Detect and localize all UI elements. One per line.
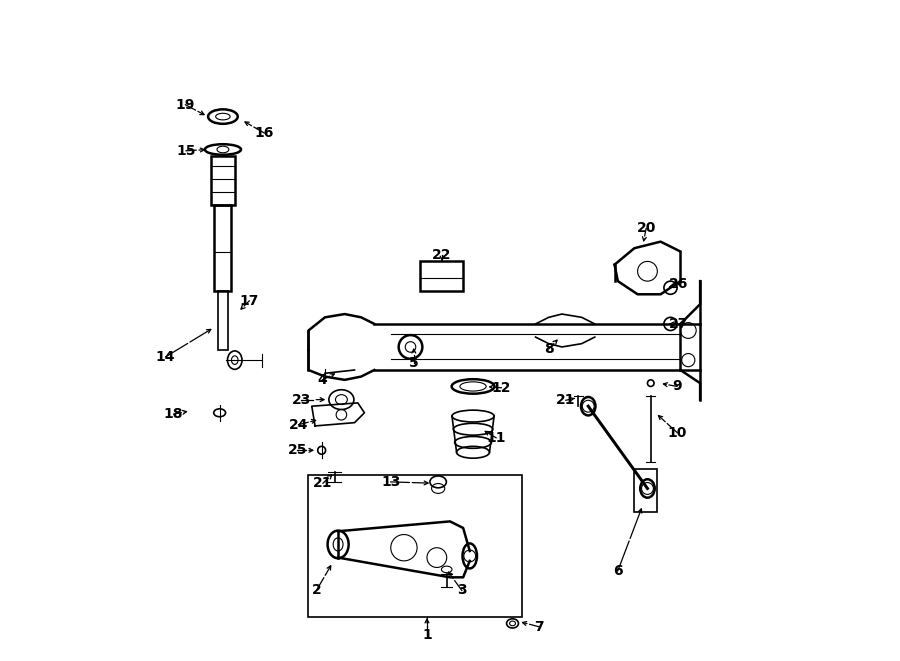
Text: 12: 12 [491, 381, 511, 395]
Text: 3: 3 [457, 584, 467, 598]
Text: 23: 23 [292, 393, 310, 407]
Text: 16: 16 [255, 126, 274, 140]
Text: 19: 19 [176, 98, 195, 112]
Text: 27: 27 [670, 317, 688, 331]
Text: 13: 13 [381, 475, 400, 489]
Text: 24: 24 [289, 418, 309, 432]
Text: 14: 14 [156, 350, 176, 364]
Text: 17: 17 [239, 294, 259, 308]
Text: 22: 22 [432, 248, 452, 262]
Bar [214, 206, 231, 291]
Text: 4: 4 [318, 373, 328, 387]
Text: 10: 10 [668, 426, 687, 440]
Bar [212, 156, 235, 206]
Text: 2: 2 [311, 584, 321, 598]
Bar [420, 261, 464, 291]
Text: 8: 8 [544, 342, 554, 356]
Text: 6: 6 [613, 564, 623, 578]
Text: 25: 25 [287, 444, 307, 457]
Text: 15: 15 [176, 144, 196, 158]
Text: 7: 7 [534, 620, 544, 634]
Text: 21: 21 [313, 476, 333, 490]
Bar [634, 469, 657, 512]
Text: 11: 11 [486, 431, 506, 445]
Text: 9: 9 [672, 379, 682, 393]
Text: 26: 26 [670, 278, 688, 292]
Text: 1: 1 [422, 627, 432, 642]
Text: 5: 5 [409, 356, 419, 370]
Text: 18: 18 [164, 407, 184, 421]
Bar [218, 291, 229, 350]
Text: 21: 21 [556, 393, 576, 407]
Text: 20: 20 [636, 221, 656, 235]
Bar [309, 475, 522, 617]
